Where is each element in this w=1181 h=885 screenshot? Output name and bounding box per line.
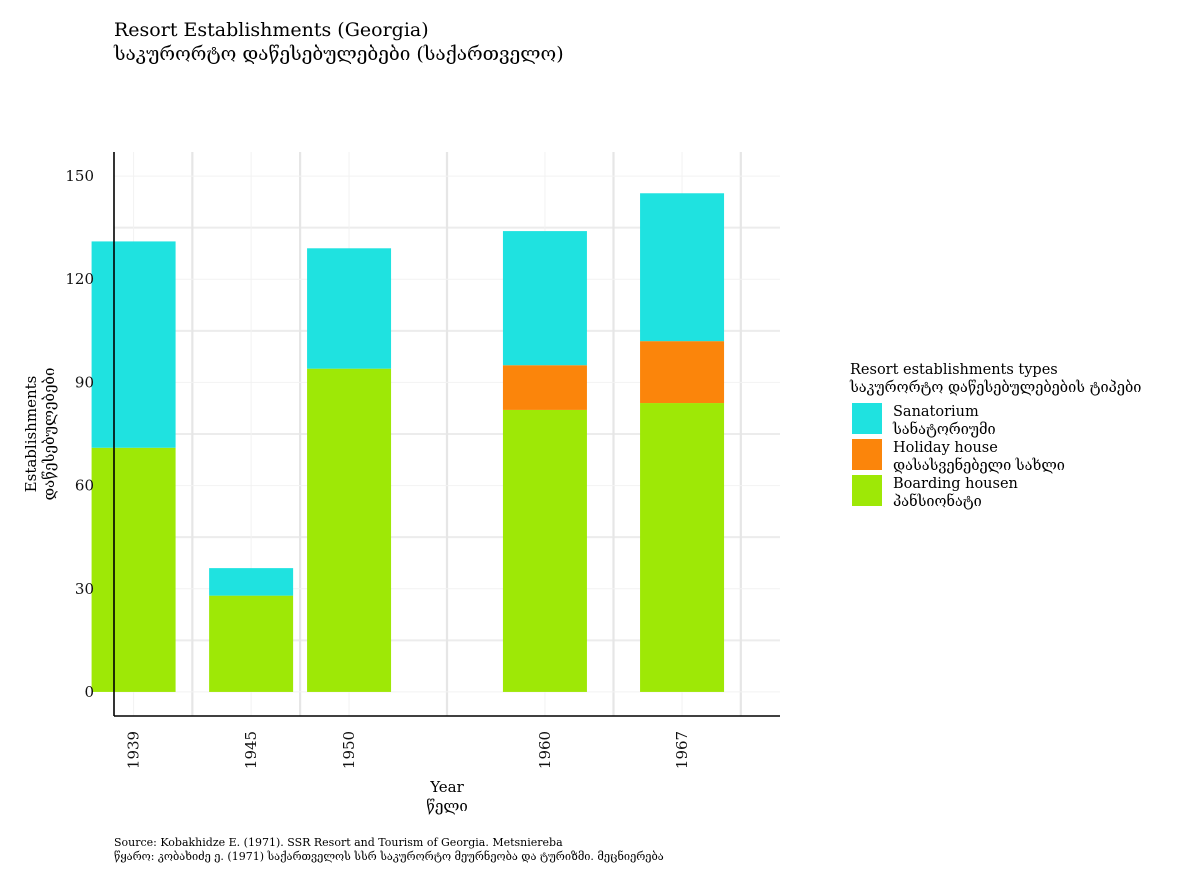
legend-label-ka-holiday_house: დასასვენებელი სახლი xyxy=(893,456,1065,474)
legend-label-sanatorium: Sanatorium xyxy=(893,404,979,420)
y-tick-label: 120 xyxy=(65,270,94,288)
x-axis-title: Year xyxy=(429,778,464,796)
legend-swatch-sanatorium xyxy=(852,403,882,434)
y-tick-label: 150 xyxy=(65,167,94,185)
y-tick-label: 60 xyxy=(75,477,94,495)
legend-label-ka-sanatorium: სანატორიუმი xyxy=(892,420,996,438)
y-tick-label: 0 xyxy=(84,683,94,701)
legend-swatch-holiday_house xyxy=(852,439,882,470)
legend-swatch-boarding_house xyxy=(852,475,882,506)
bar-sanatorium-1950 xyxy=(307,248,392,369)
x-tick-label: 1967 xyxy=(673,731,691,769)
chart-subtitle: საკურორტო დაწესებულებები (საქართველო) xyxy=(113,43,564,65)
axes xyxy=(113,152,780,717)
bar-boarding_house-1960 xyxy=(502,409,587,692)
legend-title: Resort establishments types xyxy=(850,362,1058,378)
bar-sanatorium-1945 xyxy=(209,568,294,596)
bar-sanatorium-1960 xyxy=(502,231,587,366)
bar-boarding_house-1939 xyxy=(91,447,176,692)
legend-title-ka: საკურორტო დაწესებულებების ტიპები xyxy=(849,379,1141,396)
bars xyxy=(91,193,725,692)
x-tick-label: 1950 xyxy=(340,731,358,769)
y-tick-label: 90 xyxy=(75,373,94,391)
y-axis-title: Establishments xyxy=(22,376,40,493)
chart-title: Resort Establishments (Georgia) xyxy=(114,19,429,41)
bar-sanatorium-1967 xyxy=(640,193,725,342)
source-caption: Source: Kobakhidze E. (1971). SSR Resort… xyxy=(114,836,563,849)
x-axis-title-ka: წელი xyxy=(426,797,468,815)
y-tick-label: 30 xyxy=(75,580,94,598)
source-caption-ka: წყარო: კობახიძე ე. (1971) საქართველოს სს… xyxy=(114,850,664,863)
legend-label-holiday_house: Holiday house xyxy=(893,440,998,456)
x-tick-label: 1960 xyxy=(536,731,554,769)
legend-label-boarding_house: Boarding housen xyxy=(893,476,1018,492)
x-tick-label: 1945 xyxy=(242,731,260,769)
legend: Resort establishments types საკურორტო და… xyxy=(849,362,1141,510)
bar-holiday_house-1960 xyxy=(502,365,587,410)
bar-boarding_house-1967 xyxy=(640,403,725,692)
x-tick-label: 1939 xyxy=(125,731,143,769)
bar-sanatorium-1939 xyxy=(91,241,176,448)
bar-holiday_house-1967 xyxy=(640,341,725,404)
legend-label-ka-boarding_house: პანსიონატი xyxy=(893,492,982,510)
tick-labels: 0 30 60 90 120 150 1939 1945 1950 1960 1967 xyxy=(65,167,691,769)
bar-boarding_house-1945 xyxy=(209,595,294,692)
bar-boarding_house-1950 xyxy=(307,368,392,692)
y-axis-title-ka: დაწესებულებები xyxy=(40,368,58,501)
